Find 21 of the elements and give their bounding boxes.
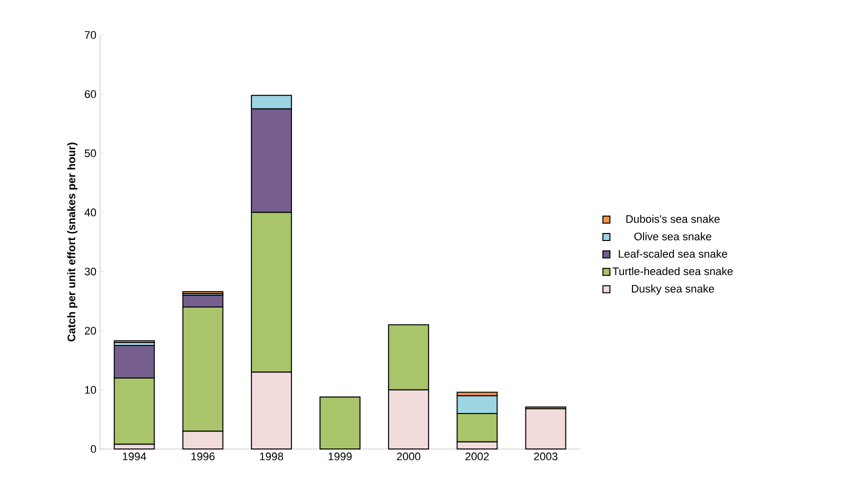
legend-label: Dubois's sea snake: [626, 214, 720, 223]
x-tick-label: 2000: [396, 452, 420, 460]
y-tick-label: 70: [84, 31, 96, 39]
y-tick-label: 30: [84, 268, 96, 276]
y-tick-label: 20: [84, 326, 96, 335]
legend-label: Leaf-scaled sea snake: [618, 250, 728, 258]
y-tick-label: 40: [84, 208, 96, 216]
y-axis-title: Catch per unit effort (snakes per hour): [67, 142, 78, 342]
y-tick-label: 10: [85, 386, 96, 394]
legend-label: Turtle-headed sea snake: [612, 267, 733, 276]
y-tick-label: 60: [84, 90, 96, 98]
x-tick-label: 2002: [466, 452, 489, 460]
x-tick-label: 1994: [122, 452, 146, 460]
legend-label: Olive sea snake: [634, 232, 712, 240]
y-tick-label: 50: [84, 149, 96, 158]
y-tick-label: 0: [90, 445, 96, 453]
x-tick-label: 1999: [328, 452, 352, 460]
x-tick-label: 1996: [191, 452, 215, 460]
x-tick-label: 1998: [260, 452, 284, 460]
x-tick-label: 2003: [534, 452, 558, 460]
legend-label: Dusky sea snake: [632, 284, 714, 295]
